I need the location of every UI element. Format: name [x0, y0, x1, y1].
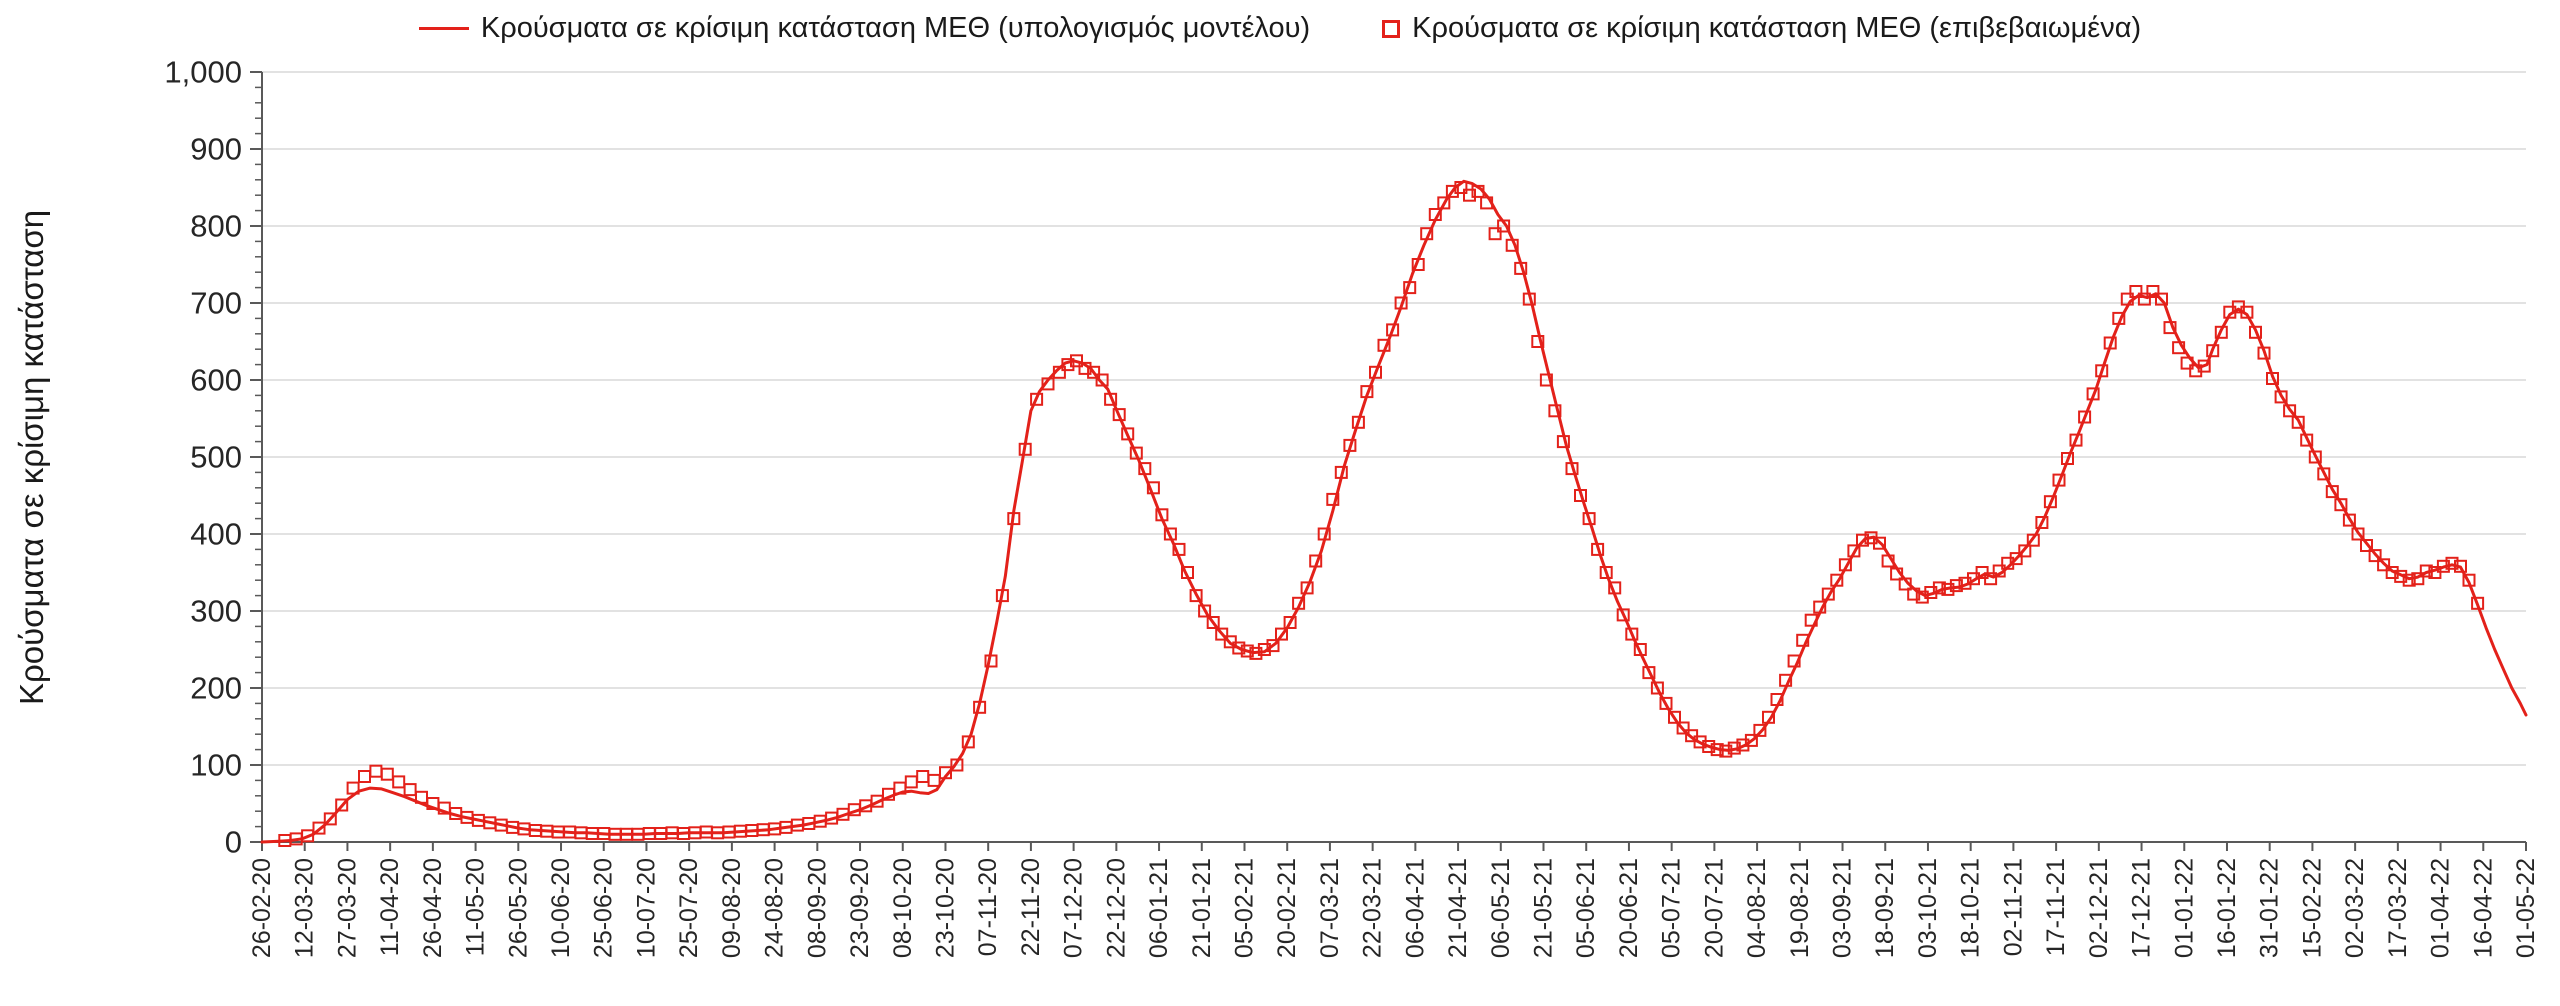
svg-text:10-07-20: 10-07-20 — [632, 858, 660, 958]
svg-text:07-12-20: 07-12-20 — [1060, 858, 1088, 958]
svg-text:18-10-21: 18-10-21 — [1957, 858, 1985, 958]
svg-text:22-12-20: 22-12-20 — [1102, 858, 1130, 958]
svg-text:26-02-20: 26-02-20 — [248, 858, 276, 958]
svg-text:1,000: 1,000 — [164, 55, 242, 90]
legend-label-model: Κρούσματα σε κρίσιμη κατάσταση ΜΕΘ (υπολ… — [480, 12, 1311, 44]
svg-text:17-03-22: 17-03-22 — [2384, 858, 2412, 958]
svg-text:22-11-20: 22-11-20 — [1017, 858, 1045, 956]
legend-label-confirmed: Κρούσματα σε κρίσιμη κατάσταση ΜΕΘ (επιβ… — [1412, 12, 2142, 44]
svg-text:02-12-21: 02-12-21 — [2085, 858, 2113, 958]
svg-text:01-05-22: 01-05-22 — [2512, 858, 2540, 958]
svg-text:22-03-21: 22-03-21 — [1359, 858, 1387, 958]
svg-text:02-03-22: 02-03-22 — [2341, 858, 2369, 958]
svg-text:21-01-21: 21-01-21 — [1188, 858, 1216, 958]
svg-text:300: 300 — [190, 594, 242, 629]
svg-text:17-12-21: 17-12-21 — [2128, 858, 2156, 958]
svg-text:17-11-21: 17-11-21 — [2042, 858, 2070, 956]
svg-text:05-07-21: 05-07-21 — [1658, 858, 1686, 958]
legend-square-sample — [1382, 19, 1401, 38]
svg-text:15-02-22: 15-02-22 — [2298, 858, 2326, 958]
svg-text:05-06-21: 05-06-21 — [1572, 858, 1600, 958]
svg-text:10-06-20: 10-06-20 — [547, 858, 575, 958]
svg-text:16-04-22: 16-04-22 — [2469, 858, 2497, 958]
svg-text:12-03-20: 12-03-20 — [291, 858, 319, 958]
svg-text:06-01-21: 06-01-21 — [1145, 858, 1173, 958]
chart-legend: Κρούσματα σε κρίσιμη κατάσταση ΜΕΘ (υπολ… — [0, 12, 2560, 45]
svg-text:20-02-21: 20-02-21 — [1273, 858, 1301, 958]
svg-text:25-07-20: 25-07-20 — [675, 858, 703, 958]
legend-item-model: Κρούσματα σε κρίσιμη κατάσταση ΜΕΘ (υπολ… — [418, 12, 1311, 45]
svg-text:08-10-20: 08-10-20 — [889, 858, 917, 958]
svg-text:20-06-21: 20-06-21 — [1615, 858, 1643, 958]
svg-text:800: 800 — [190, 209, 242, 244]
svg-text:23-10-20: 23-10-20 — [931, 858, 959, 958]
svg-text:500: 500 — [190, 440, 242, 475]
svg-text:09-08-20: 09-08-20 — [718, 858, 746, 958]
svg-text:27-03-20: 27-03-20 — [333, 858, 361, 958]
svg-text:08-09-20: 08-09-20 — [803, 858, 831, 958]
svg-text:26-04-20: 26-04-20 — [419, 858, 447, 958]
svg-text:25-06-20: 25-06-20 — [590, 858, 618, 958]
svg-text:04-08-21: 04-08-21 — [1743, 858, 1771, 958]
svg-text:11-04-20: 11-04-20 — [376, 858, 404, 956]
svg-text:03-09-21: 03-09-21 — [1829, 858, 1857, 958]
svg-text:07-11-20: 07-11-20 — [974, 858, 1002, 956]
svg-text:900: 900 — [190, 132, 242, 167]
legend-item-confirmed: Κρούσματα σε κρίσιμη κατάσταση ΜΕΘ (επιβ… — [1382, 12, 2141, 45]
svg-text:23-09-20: 23-09-20 — [846, 858, 874, 958]
svg-text:26-05-20: 26-05-20 — [504, 858, 532, 958]
svg-text:01-01-22: 01-01-22 — [2170, 858, 2198, 958]
svg-text:20-07-21: 20-07-21 — [1700, 858, 1728, 958]
svg-text:19-08-21: 19-08-21 — [1786, 858, 1814, 958]
svg-text:700: 700 — [190, 286, 242, 321]
svg-text:400: 400 — [190, 517, 242, 552]
svg-text:02-11-21: 02-11-21 — [1999, 858, 2027, 956]
svg-text:24-08-20: 24-08-20 — [761, 858, 789, 958]
svg-text:07-03-21: 07-03-21 — [1316, 858, 1344, 958]
svg-text:16-01-22: 16-01-22 — [2213, 858, 2241, 958]
svg-text:0: 0 — [225, 825, 242, 860]
svg-text:11-05-20: 11-05-20 — [462, 858, 490, 956]
svg-text:05-02-21: 05-02-21 — [1230, 858, 1258, 958]
legend-line-sample — [418, 27, 469, 30]
svg-text:06-04-21: 06-04-21 — [1401, 858, 1429, 958]
svg-text:31-01-22: 31-01-22 — [2256, 858, 2284, 958]
svg-text:100: 100 — [190, 748, 242, 783]
svg-text:01-04-22: 01-04-22 — [2427, 858, 2455, 958]
svg-text:03-10-21: 03-10-21 — [1914, 858, 1942, 958]
svg-text:600: 600 — [190, 363, 242, 398]
svg-text:200: 200 — [190, 671, 242, 706]
svg-text:21-04-21: 21-04-21 — [1444, 858, 1472, 958]
svg-text:06-05-21: 06-05-21 — [1487, 858, 1515, 958]
svg-text:18-09-21: 18-09-21 — [1871, 858, 1899, 958]
svg-text:21-05-21: 21-05-21 — [1530, 858, 1558, 958]
